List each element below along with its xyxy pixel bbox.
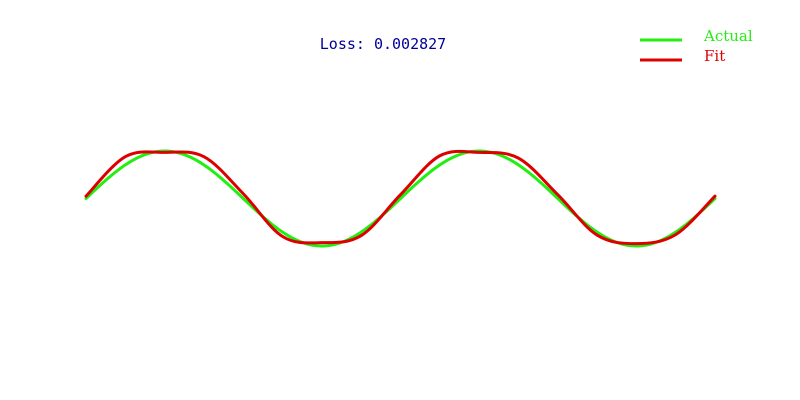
series-layer <box>84 149 717 248</box>
legend: Actual Fit <box>640 27 753 65</box>
legend-label-fit: Fit <box>704 47 725 65</box>
series-line-fit <box>84 149 717 246</box>
legend-label-actual: Actual <box>703 27 753 45</box>
loss-annotation: Loss: 0.002827 <box>320 35 446 53</box>
